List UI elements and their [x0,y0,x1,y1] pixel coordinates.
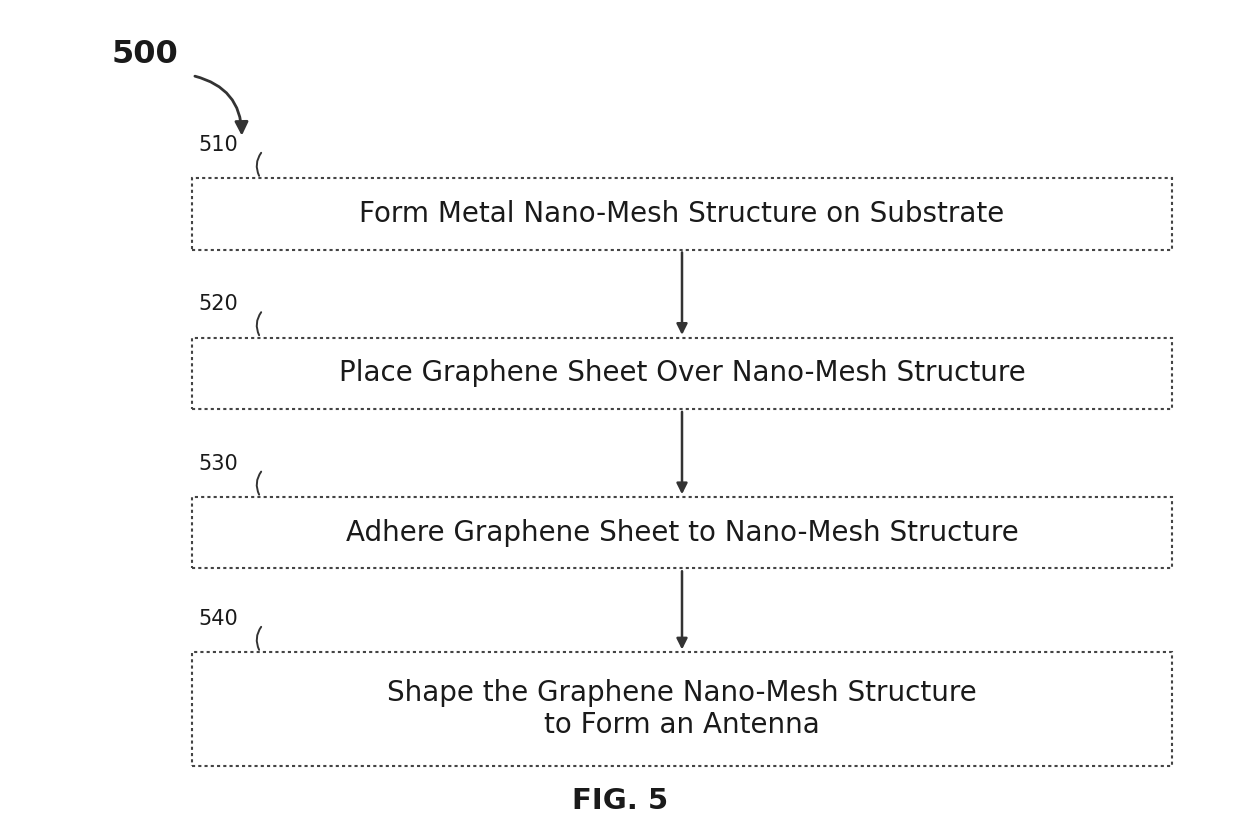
Text: Form Metal Nano-Mesh Structure on Substrate: Form Metal Nano-Mesh Structure on Substr… [360,200,1004,228]
Text: Place Graphene Sheet Over Nano-Mesh Structure: Place Graphene Sheet Over Nano-Mesh Stru… [339,359,1025,388]
Polygon shape [192,653,1172,765]
Text: Shape the Graphene Nano-Mesh Structure
to Form an Antenna: Shape the Graphene Nano-Mesh Structure t… [387,679,977,739]
FancyArrowPatch shape [195,76,247,133]
FancyArrowPatch shape [257,627,262,650]
FancyArrowPatch shape [257,153,262,176]
Polygon shape [192,179,1172,250]
Text: 520: 520 [198,294,238,314]
Text: FIG. 5: FIG. 5 [572,787,668,816]
FancyArrowPatch shape [677,571,687,647]
Polygon shape [192,337,1172,409]
Text: 500: 500 [112,39,179,70]
Text: 540: 540 [198,609,238,629]
Polygon shape [192,497,1172,569]
FancyArrowPatch shape [677,412,687,492]
FancyArrowPatch shape [257,312,262,336]
FancyArrowPatch shape [677,253,687,332]
Text: 510: 510 [198,135,238,154]
Text: 530: 530 [198,454,238,473]
Text: Adhere Graphene Sheet to Nano-Mesh Structure: Adhere Graphene Sheet to Nano-Mesh Struc… [346,519,1018,547]
FancyArrowPatch shape [257,472,262,495]
